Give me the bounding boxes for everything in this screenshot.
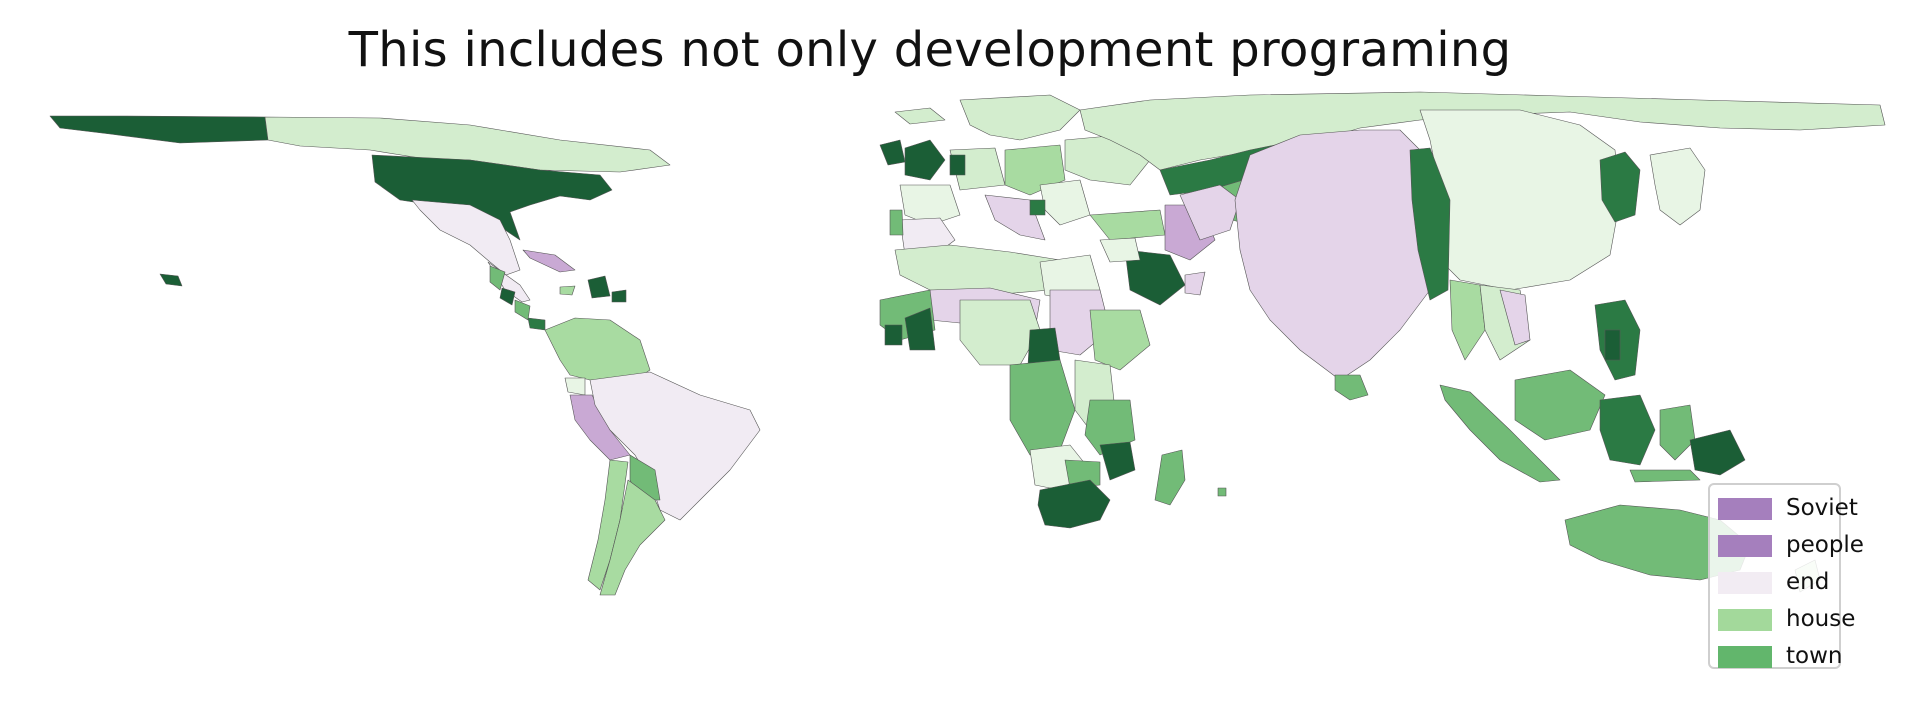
region-switzerland <box>1029 199 1046 216</box>
region-south-africa <box>1037 479 1111 529</box>
legend-swatch <box>1718 646 1772 668</box>
region-ethiopia <box>1089 309 1151 371</box>
region-philippines-inner <box>1604 329 1621 361</box>
region-ecuador <box>564 377 586 396</box>
region-gulf <box>1184 271 1206 296</box>
region-puerto-rico <box>611 289 627 303</box>
region-argentina <box>599 479 666 596</box>
region-jamaica <box>559 285 576 296</box>
region-benelux <box>949 154 966 176</box>
legend-label: people <box>1786 532 1864 558</box>
region-brazil <box>589 371 761 521</box>
region-papua <box>1689 429 1746 476</box>
region-congo <box>1009 359 1076 456</box>
region-portugal <box>889 209 904 236</box>
region-indonesia-west <box>1439 384 1561 483</box>
region-cuba <box>522 249 576 273</box>
region-ghana <box>904 307 936 351</box>
legend-swatch <box>1718 572 1772 594</box>
legend: Soviet people end house town <box>1708 483 1864 669</box>
legend-item-soviet: Soviet <box>1710 491 1858 528</box>
region-sri-lanka <box>1334 374 1369 401</box>
legend-swatch <box>1718 498 1772 520</box>
region-iceland <box>894 107 946 125</box>
region-canada <box>264 116 671 173</box>
region-nicaragua <box>514 299 531 321</box>
legend-swatch <box>1718 535 1772 557</box>
region-iraq-syria <box>1099 237 1141 263</box>
region-malaysia <box>1514 369 1606 441</box>
legend-item-people: people <box>1710 528 1864 565</box>
region-sulawesi <box>1659 404 1696 461</box>
region-nigeria-chad <box>959 299 1041 366</box>
region-france <box>899 184 961 226</box>
region-hawaii <box>159 273 183 287</box>
region-myanmar <box>1449 279 1486 361</box>
region-alaska <box>49 115 269 144</box>
region-korea <box>1599 151 1641 223</box>
region-mauritius <box>1217 487 1227 497</box>
legend-label: Soviet <box>1786 495 1858 521</box>
legend-item-end: end <box>1710 565 1839 602</box>
region-panama <box>527 317 546 331</box>
region-honduras <box>499 287 516 306</box>
region-haiti <box>587 275 611 299</box>
map-title: This includes not only development progr… <box>348 22 1512 78</box>
region-mozambique <box>1099 441 1136 481</box>
region-borneo <box>1599 394 1656 466</box>
region-chile <box>587 459 629 591</box>
legend-swatch <box>1718 609 1772 631</box>
legend-label: end <box>1786 569 1830 595</box>
region-bangladesh <box>1409 147 1451 301</box>
region-russia <box>1079 91 1886 171</box>
legend-item-town: town <box>1710 639 1843 676</box>
region-timor <box>1629 469 1701 483</box>
region-vietnam <box>1499 289 1531 346</box>
region-ireland <box>879 139 906 166</box>
region-turkey <box>1089 209 1166 241</box>
region-uk <box>904 139 946 181</box>
region-madagascar <box>1154 449 1186 506</box>
region-guatemala <box>489 265 506 291</box>
legend-label: house <box>1786 606 1856 632</box>
region-saudi <box>1124 249 1186 306</box>
region-scandinavia <box>959 94 1081 141</box>
region-senegal <box>884 324 903 346</box>
legend-label: town <box>1786 643 1843 669</box>
region-balkans <box>1039 179 1091 226</box>
region-afghanistan-pakistan <box>1179 184 1241 241</box>
region-india <box>1234 129 1441 381</box>
region-japan <box>1649 147 1706 226</box>
legend-item-house: house <box>1710 602 1855 639</box>
